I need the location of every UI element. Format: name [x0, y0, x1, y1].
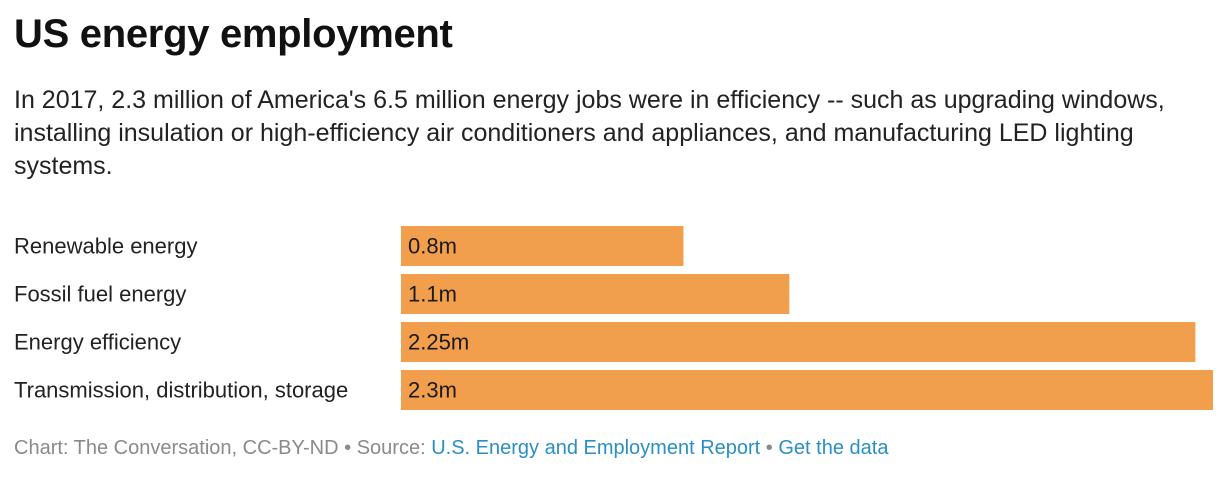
bar: [401, 226, 684, 266]
source-link[interactable]: U.S. Energy and Employment Report: [431, 437, 761, 459]
get-data-link[interactable]: Get the data: [778, 437, 889, 459]
footer-source-prefix: Source:: [356, 437, 432, 459]
bar-chart: Renewable energy 0.8m Fossil fuel energy 1.…: [0, 220, 1232, 420]
bar: [401, 274, 790, 314]
chart-subtitle: In 2017, 2.3 million of America's 6.5 mi…: [14, 86, 1165, 180]
bar: [401, 370, 1213, 410]
chart-footer: Chart: The Conversation, CC-BY-ND • Sour…: [14, 437, 888, 460]
bar: [401, 322, 1196, 362]
category-label: Renewable energy: [14, 234, 197, 259]
category-label: Energy efficiency: [14, 330, 181, 355]
footer-separator: •: [338, 437, 357, 459]
category-label: Transmission, distribution, storage: [14, 378, 348, 403]
footer-separator: •: [760, 437, 779, 459]
bar-chart-svg: Renewable energy 0.8m Fossil fuel energy 1.…: [14, 226, 1213, 410]
bar-value-label: 2.3m: [408, 378, 457, 403]
category-label: Fossil fuel energy: [14, 282, 186, 307]
bar-value-label: 2.25m: [408, 330, 469, 355]
footer-credit: Chart: The Conversation, CC-BY-ND: [14, 437, 339, 459]
chart-title: US energy employment: [14, 12, 453, 56]
bar-value-label: 1.1m: [408, 282, 457, 307]
bar-value-label: 0.8m: [408, 234, 457, 259]
